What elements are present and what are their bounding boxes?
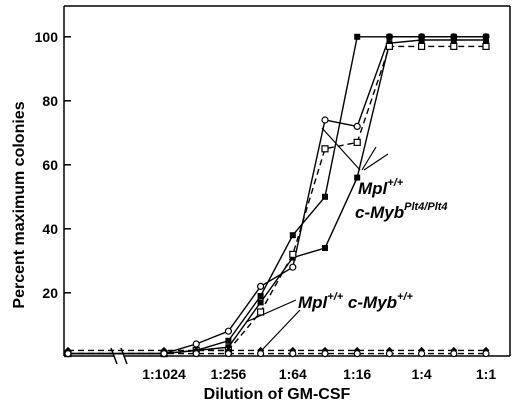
pointer-line-wt-a bbox=[245, 299, 297, 323]
data-point-s5-8 bbox=[385, 350, 393, 358]
data-point-s3-6 bbox=[321, 145, 329, 153]
data-point-s3-5 bbox=[289, 250, 297, 258]
data-point-s1-5 bbox=[289, 232, 296, 239]
series-line-3 bbox=[68, 45, 486, 355]
series-group bbox=[64, 33, 490, 358]
pointer-line-plt4-c bbox=[361, 146, 377, 171]
data-point-s3-11 bbox=[482, 42, 490, 51]
x-tick-label: 1:64 bbox=[279, 366, 307, 382]
data-point-s1-10 bbox=[450, 33, 457, 40]
data-point-s5-2 bbox=[192, 350, 200, 358]
x-tick-label: 1:4 bbox=[411, 366, 431, 382]
data-point-s1-6 bbox=[322, 193, 328, 200]
series-line-0 bbox=[68, 36, 486, 355]
annotation-wt: Mpl+/+ c-Myb+/+ bbox=[298, 291, 414, 312]
data-point-s2-11 bbox=[483, 37, 489, 43]
x-tick-label: 1:256 bbox=[210, 366, 246, 382]
data-point-s0-5 bbox=[289, 263, 297, 271]
data-point-s0-6 bbox=[321, 116, 329, 124]
data-point-s3-10 bbox=[450, 42, 458, 51]
pointer-line-plt4-a bbox=[321, 127, 361, 171]
series-line-1 bbox=[68, 36, 486, 355]
data-point-s3-7 bbox=[353, 138, 361, 146]
annotation-plt4-line1: Mpl+/+ bbox=[358, 177, 404, 198]
data-point-s1-4 bbox=[257, 293, 264, 299]
data-point-s5-9 bbox=[418, 350, 426, 358]
data-point-s1-11 bbox=[483, 33, 489, 40]
x-axis-title: Dilution of GM-CSF bbox=[204, 386, 351, 403]
data-point-s1-7 bbox=[354, 33, 361, 40]
data-point-s3-8 bbox=[385, 42, 393, 51]
axes bbox=[63, 5, 511, 365]
data-point-s2-4 bbox=[257, 299, 264, 306]
data-point-s0-3 bbox=[224, 327, 232, 335]
data-point-s2-9 bbox=[418, 37, 425, 43]
annotation-plt4-line2: c-MybPlt4/Plt4 bbox=[355, 201, 448, 222]
data-point-s5-6 bbox=[321, 350, 329, 358]
data-point-s0-4 bbox=[257, 282, 265, 290]
y-tick-label: 40 bbox=[42, 221, 58, 237]
y-ticks: 20 40 60 80 100 bbox=[35, 29, 71, 301]
y-tick-label: 80 bbox=[42, 93, 58, 109]
data-point-s1-9 bbox=[418, 33, 425, 40]
annotations: Mpl+/+ c-MybPlt4/Plt4 Mpl+/+ c-Myb+/+ bbox=[245, 127, 448, 351]
data-point-s0-2 bbox=[192, 340, 200, 348]
series-line-2 bbox=[68, 39, 486, 355]
data-point-s5-5 bbox=[289, 350, 297, 358]
data-point-s5-1 bbox=[160, 350, 168, 358]
y-tick-label: 20 bbox=[42, 285, 58, 301]
data-point-s5-3 bbox=[224, 350, 232, 358]
data-point-s5-4 bbox=[257, 350, 265, 358]
x-tick-label: 1:16 bbox=[343, 366, 371, 382]
y-tick-label: 100 bbox=[35, 29, 59, 45]
data-point-s5-7 bbox=[353, 350, 361, 358]
data-point-s2-7 bbox=[354, 174, 361, 181]
data-point-s5-11 bbox=[482, 350, 490, 358]
data-point-s5-10 bbox=[450, 350, 458, 358]
y-axis-title: Percent maximum colonies bbox=[11, 101, 28, 308]
data-point-s2-6 bbox=[322, 245, 328, 251]
data-point-s1-8 bbox=[386, 33, 393, 40]
x-tick-label: 1:1024 bbox=[142, 366, 186, 382]
pointer-line-wt-b bbox=[261, 309, 301, 351]
data-point-s0-7 bbox=[353, 122, 361, 131]
pointer-line-plt4-b bbox=[363, 153, 389, 171]
data-point-s1-3 bbox=[225, 337, 232, 344]
x-tick-label: 1:1 bbox=[476, 366, 496, 382]
data-point-s3-9 bbox=[418, 42, 426, 51]
data-point-s2-10 bbox=[450, 37, 457, 43]
data-point-s5-0 bbox=[64, 350, 72, 358]
y-tick-label: 60 bbox=[42, 157, 58, 173]
